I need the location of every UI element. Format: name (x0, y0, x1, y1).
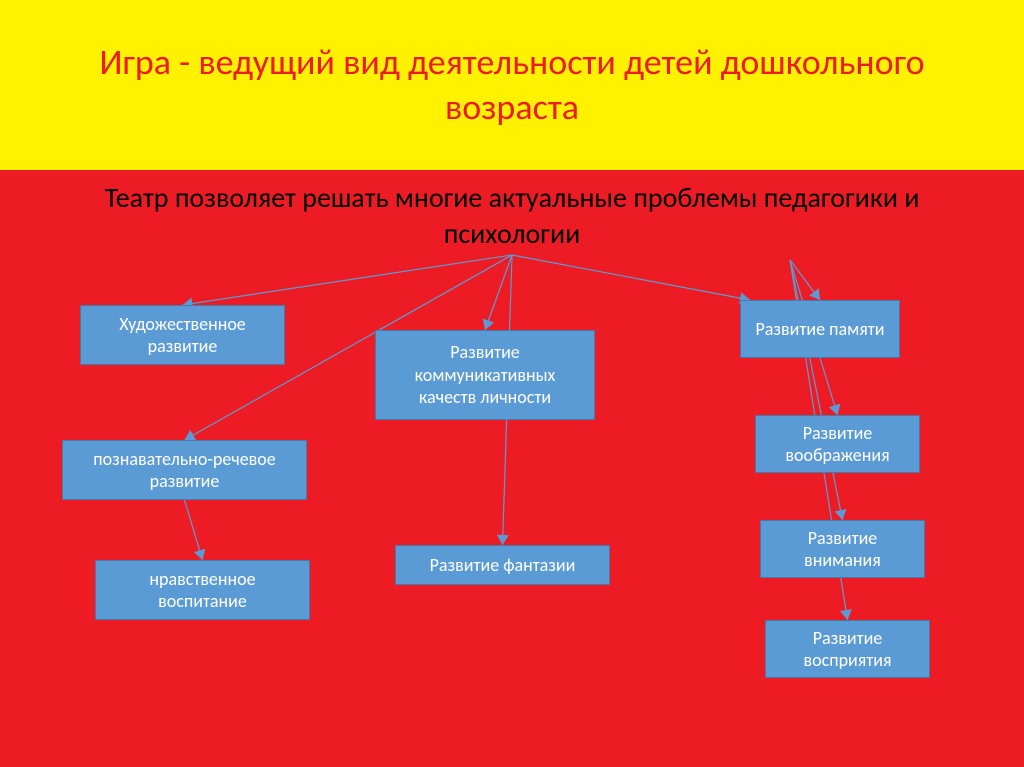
node-imag: Развитие воображения (755, 415, 920, 473)
node-fantasy: Развитие фантазии (395, 545, 610, 585)
node-moral: нравственное воспитание (95, 560, 310, 620)
node-speech: познавательно-речевое развитие (62, 440, 307, 500)
node-comm: Развитие коммуникативных качеств личност… (375, 330, 595, 420)
title-band: Игра - ведущий вид деятельности детей до… (0, 0, 1024, 170)
slide-subtitle: Театр позволяет решать многие актуальные… (0, 180, 1024, 253)
slide: Игра - ведущий вид деятельности детей до… (0, 0, 1024, 767)
node-percept: Развитие восприятия (765, 620, 930, 678)
slide-title: Игра - ведущий вид деятельности детей до… (0, 40, 1024, 130)
node-art: Художественное развитие (80, 305, 285, 365)
node-attention: Развитие внимания (760, 520, 925, 578)
node-memory: Развитие памяти (740, 300, 900, 358)
